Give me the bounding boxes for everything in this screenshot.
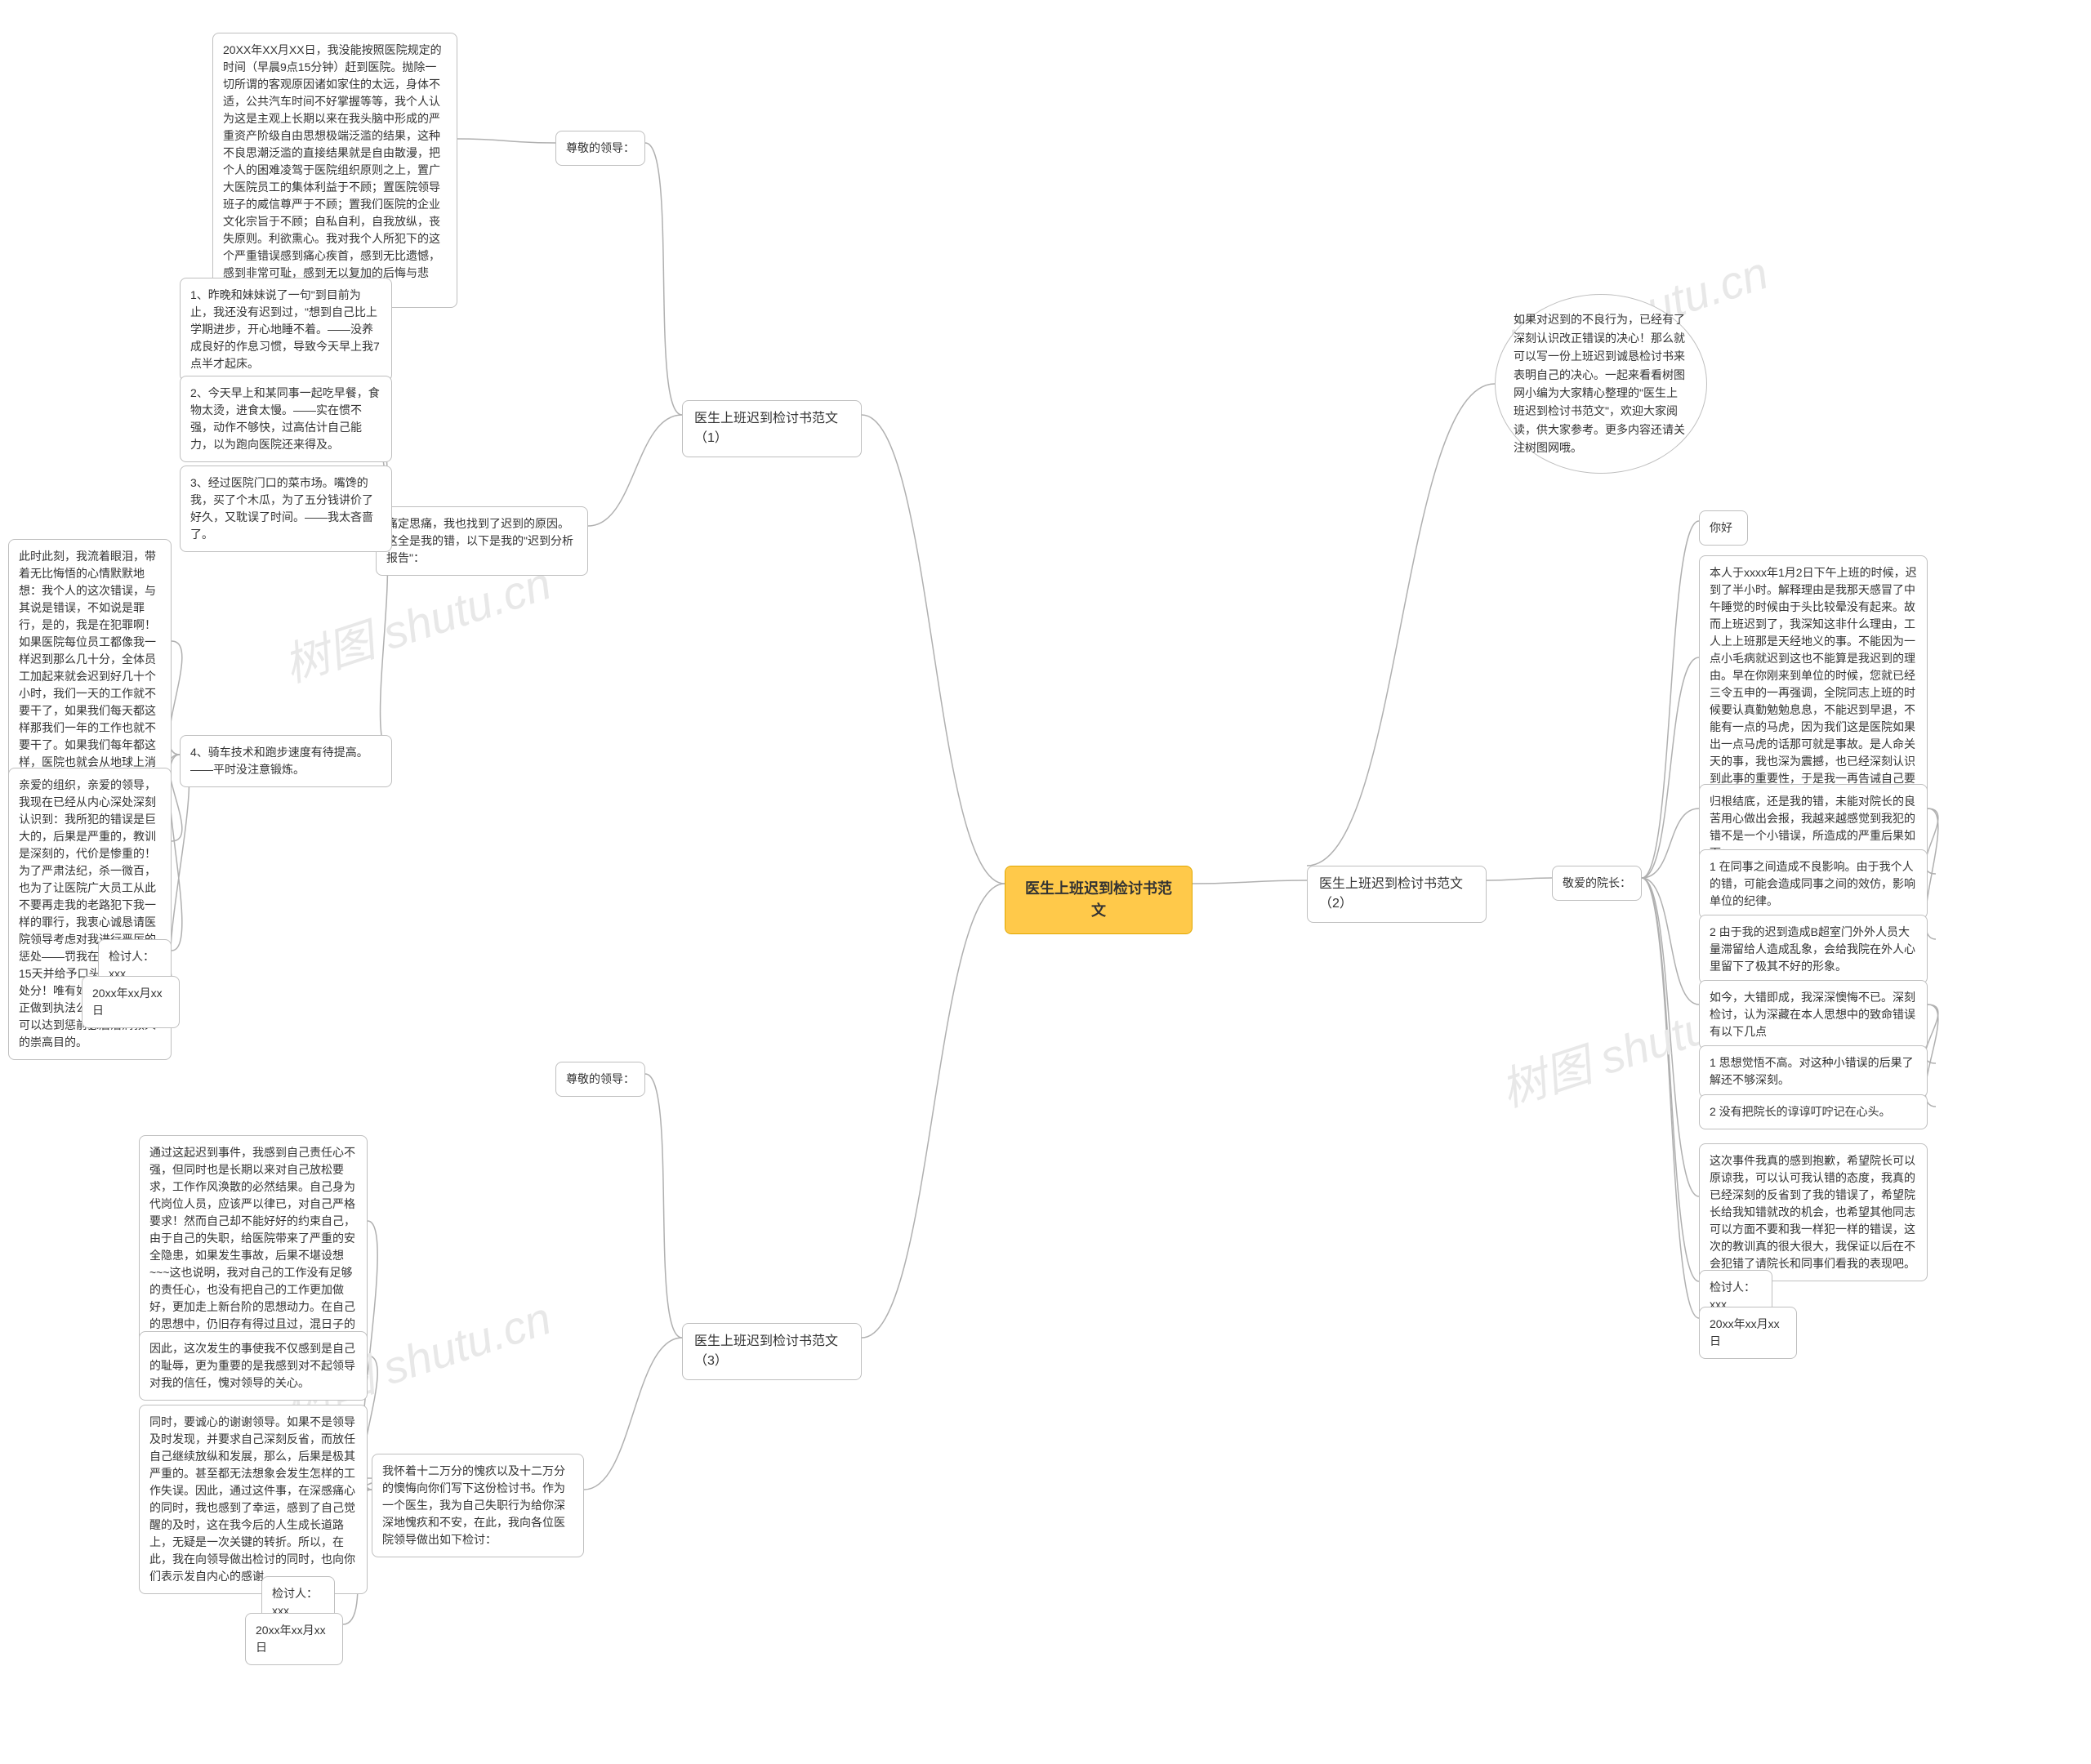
- intro-oval: 如果对迟到的不良行为，已经有了深刻认识改正错误的决心！那么就可以写一份上班迟到诚…: [1495, 294, 1707, 474]
- b3-date: 20xx年xx月xx日: [245, 1613, 343, 1665]
- b2-leader: 敬爱的院长：: [1552, 866, 1642, 901]
- branch-2: 医生上班迟到检讨书范文（2）: [1307, 866, 1487, 923]
- b1-reason-4: 4、骑车技术和跑步速度有待提高。——平时没注意锻炼。: [180, 735, 392, 787]
- b2-regret-1: 1 思想觉悟不高。对这种小错误的后果了解还不够深刻。: [1699, 1045, 1928, 1098]
- branch-1: 医生上班迟到检讨书范文（1）: [682, 400, 862, 457]
- b2-regret: 如今，大错即成，我深深懊悔不已。深刻检讨，认为深藏在本人思想中的致命错误有以下几…: [1699, 980, 1928, 1049]
- b1-analysis: 痛定思痛，我也找到了迟到的原因。这全是我的错，以下是我的"迟到分析报告"：: [376, 506, 588, 576]
- b2-regret-2: 2 没有把院长的谆谆叮咛记在心头。: [1699, 1094, 1928, 1129]
- b2-cons-2: 2 由于我的迟到造成B超室门外外人员大量滞留给人造成乱象，会给我院在外人心里留下…: [1699, 915, 1928, 984]
- b1-leader-body: 20XX年XX月XX日，我没能按照医院规定的时间（早晨9点15分钟）赶到医院。抛…: [212, 33, 457, 308]
- b3-intro: 我怀着十二万分的愧疚以及十二万分的懊悔向你们写下这份检讨书。作为一个医生，我为自…: [372, 1454, 584, 1557]
- b1-date: 20xx年xx月xx日: [82, 976, 180, 1028]
- b2-date: 20xx年xx月xx日: [1699, 1307, 1797, 1359]
- b1-reason-2: 2、今天早上和某同事一起吃早餐，食物太烫，进食太慢。——实在惯不强，动作不够快，…: [180, 376, 392, 462]
- b3-c2: 因此，这次发生的事使我不仅感到是自己的耻辱，更为重要的是我感到对不起领导对我的信…: [139, 1331, 368, 1401]
- b2-apology: 这次事件我真的感到抱歉，希望院长可以原谅我，可以认可我认错的态度，我真的已经深刻…: [1699, 1143, 1928, 1281]
- root-node: 医生上班迟到检讨书范文: [1005, 866, 1193, 934]
- branch-3: 医生上班迟到检讨书范文（3）: [682, 1323, 862, 1380]
- b1-reason-1: 1、昨晚和妹妹说了一句"到目前为止，我还没有迟到过，"想到自己比上学期进步，开心…: [180, 278, 392, 381]
- b2-hello: 你好: [1699, 510, 1748, 546]
- b3-c3: 同时，要诚心的谢谢领导。如果不是领导及时发现，并要求自己深刻反省，而放任自己继续…: [139, 1405, 368, 1594]
- b1-leader: 尊敬的领导：: [555, 131, 645, 166]
- intro-text: 如果对迟到的不良行为，已经有了深刻认识改正错误的决心！那么就可以写一份上班迟到诚…: [1514, 310, 1688, 457]
- b1-reason-3: 3、经过医院门口的菜市场。嘴馋的我，买了个木瓜，为了五分钱讲价了好久，又耽误了时…: [180, 466, 392, 552]
- b2-cons-1: 1 在同事之间造成不良影响。由于我个人的错，可能会造成同事之间的效仿，影响单位的…: [1699, 849, 1928, 919]
- mindmap-canvas: 树图 shutu.cn 树图 shutu.cn 树图 shutu.cn 树图 s…: [0, 0, 2091, 1764]
- b3-leader: 尊敬的领导：: [555, 1062, 645, 1097]
